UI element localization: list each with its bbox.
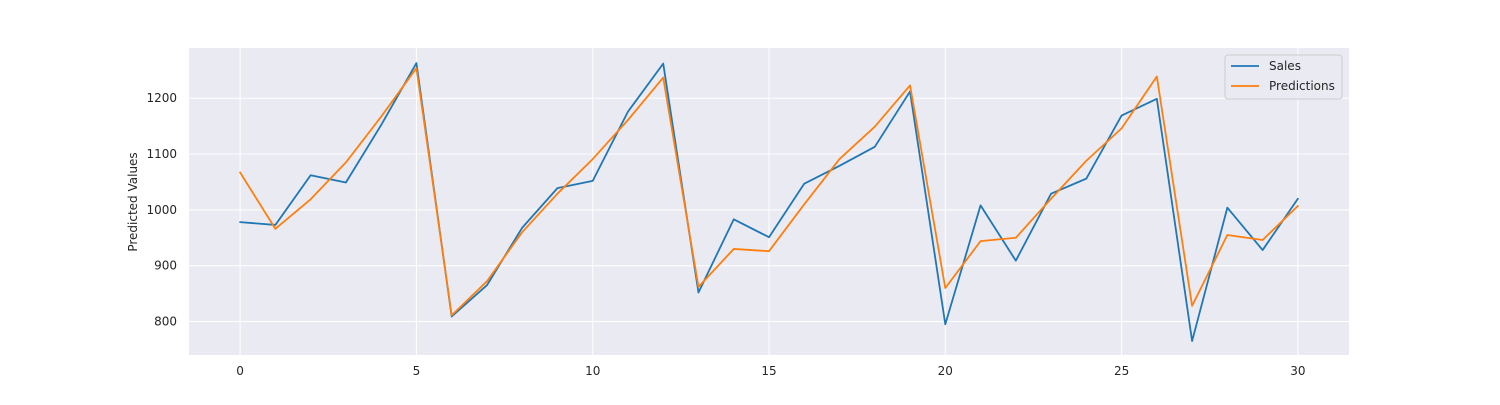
y-axis-label: Predicted Values xyxy=(126,152,140,251)
x-tick-label: 0 xyxy=(236,364,244,378)
legend-label-sales: Sales xyxy=(1269,59,1301,73)
x-tick-label: 15 xyxy=(761,364,776,378)
legend: Sales Predictions xyxy=(1224,54,1343,100)
series-line-sales xyxy=(239,62,1299,342)
y-tick-label: 1100 xyxy=(146,147,177,161)
series-sales xyxy=(239,62,1299,342)
series-predictions xyxy=(239,67,1299,317)
y-tick-label: 800 xyxy=(154,315,177,329)
x-tick-label: 10 xyxy=(585,364,600,378)
y-tick-label: 900 xyxy=(154,259,177,273)
x-tick-label: 25 xyxy=(1114,364,1129,378)
y-tick-label: 1200 xyxy=(146,91,177,105)
series-layer xyxy=(239,62,1299,342)
x-tick-label: 20 xyxy=(938,364,953,378)
y-tick-labels: 800 900 1000 1100 1200 xyxy=(146,91,177,328)
x-tick-labels: 0 5 10 15 20 25 30 xyxy=(236,364,1305,378)
grid-lines xyxy=(189,48,1349,355)
y-tick-label: 1000 xyxy=(146,203,177,217)
x-tick-label: 5 xyxy=(413,364,421,378)
series-line-predictions xyxy=(239,67,1299,317)
legend-label-predictions: Predictions xyxy=(1269,79,1335,93)
x-tick-label: 30 xyxy=(1290,364,1305,378)
